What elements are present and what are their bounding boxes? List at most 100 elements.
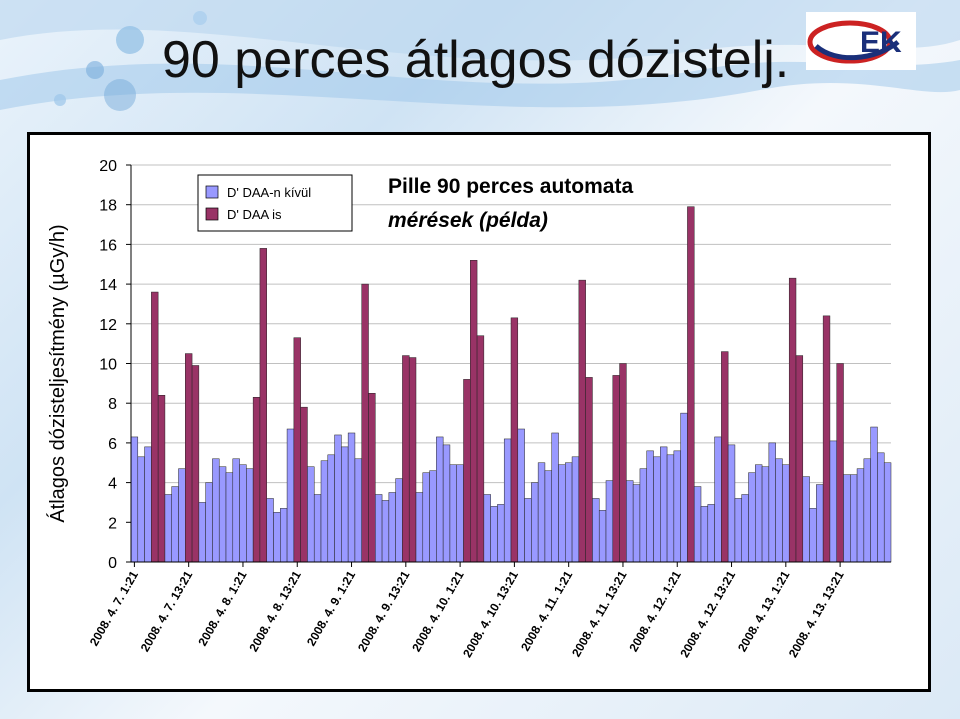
y-tick-label: 8 bbox=[108, 396, 117, 413]
bar-daa-outside bbox=[517, 428, 525, 563]
bar-daa-inside bbox=[252, 397, 261, 563]
bar-daa-outside bbox=[239, 464, 247, 563]
bar-daa-outside bbox=[802, 476, 810, 563]
y-tick-labels: 0 2 4 6 8 10 12 14 16 18 20 bbox=[99, 158, 131, 572]
bar-daa-outside bbox=[483, 494, 491, 563]
bar-daa-outside bbox=[558, 464, 566, 563]
bar-daa-inside bbox=[402, 355, 410, 563]
bar-daa-outside bbox=[212, 458, 220, 563]
bar-daa-inside bbox=[836, 363, 844, 563]
bar-daa-outside bbox=[660, 446, 668, 563]
bar-daa-outside bbox=[768, 442, 776, 563]
bar-daa-outside bbox=[626, 480, 634, 563]
bar-daa-outside bbox=[497, 504, 505, 563]
bar-daa-inside bbox=[510, 317, 519, 563]
bars bbox=[130, 206, 892, 563]
bar-daa-inside bbox=[585, 377, 593, 563]
bar-daa-outside bbox=[856, 468, 865, 563]
y-axis-label: Átlagos dózisteljesítmény (µGy/h) bbox=[46, 224, 69, 522]
bar-daa-outside bbox=[816, 484, 824, 563]
y-tick-label: 2 bbox=[108, 515, 117, 532]
bar-daa-outside bbox=[544, 470, 552, 563]
chart-subtitle: mérések (példa) bbox=[388, 209, 548, 232]
x-tick-label: 2008. 4. 8. 13:21 bbox=[246, 568, 304, 654]
bar-daa-inside bbox=[259, 248, 267, 563]
bar-daa-outside bbox=[537, 462, 546, 563]
bar-daa-outside bbox=[334, 434, 342, 563]
bar-daa-outside bbox=[707, 504, 715, 563]
bar-daa-outside bbox=[422, 472, 430, 563]
y-tick-label: 14 bbox=[99, 277, 117, 294]
x-tick-label: 2008. 4. 13. 13:21 bbox=[786, 568, 847, 660]
logo-text: EK bbox=[860, 26, 902, 59]
x-tick-label: 2008. 4. 7. 13:21 bbox=[138, 568, 196, 654]
bar-daa-outside bbox=[850, 474, 858, 563]
bar-daa-outside bbox=[748, 472, 756, 563]
bar-daa-outside bbox=[266, 498, 274, 563]
bar-daa-outside bbox=[551, 432, 559, 563]
bar-daa-outside bbox=[395, 478, 403, 563]
bar-daa-inside bbox=[822, 315, 831, 563]
x-tick-label: 2008. 4. 12. 13:21 bbox=[677, 568, 738, 660]
x-tick-label: 2008. 4. 10. 13:21 bbox=[460, 568, 521, 660]
bar-daa-inside bbox=[300, 406, 308, 563]
bar-daa-outside bbox=[225, 472, 234, 563]
x-tick-label: 2008. 4. 7. 1:21 bbox=[87, 568, 141, 648]
x-tick-label: 2008. 4. 12. 1:21 bbox=[626, 568, 684, 654]
bar-daa-outside bbox=[178, 468, 186, 563]
bar-daa-outside bbox=[320, 460, 329, 563]
chart-title: Pille 90 perces automata bbox=[388, 175, 633, 198]
bar-daa-outside bbox=[714, 436, 722, 563]
x-tick-label: 2008. 4. 9. 1:21 bbox=[304, 568, 358, 648]
bar-daa-outside bbox=[327, 454, 335, 563]
x-tick-label: 2008. 4. 11. 1:21 bbox=[518, 568, 575, 653]
bar-daa-outside bbox=[741, 494, 749, 563]
bar-daa-outside bbox=[883, 462, 892, 563]
bar-daa-outside bbox=[598, 510, 607, 563]
legend-swatch-outside bbox=[205, 185, 219, 199]
bar-daa-outside bbox=[415, 492, 424, 563]
bar-daa-outside bbox=[673, 450, 681, 563]
bar-daa-outside bbox=[877, 452, 885, 563]
bar-daa-inside bbox=[151, 291, 159, 563]
bar-daa-outside bbox=[198, 502, 206, 563]
bar-daa-outside bbox=[313, 494, 322, 563]
bar-daa-outside bbox=[347, 432, 356, 563]
bar-daa-outside bbox=[246, 468, 254, 563]
slide-title: 90 perces átlagos dózistelj. bbox=[162, 31, 790, 89]
bar-daa-inside bbox=[476, 335, 485, 563]
bar-daa-outside bbox=[436, 436, 444, 563]
y-tick-label: 10 bbox=[99, 357, 117, 374]
bar-daa-outside bbox=[375, 494, 383, 563]
x-tick-label: 2008. 4. 13. 1:21 bbox=[735, 568, 793, 654]
bar-daa-inside bbox=[788, 277, 797, 563]
legend-box bbox=[197, 174, 353, 232]
bar-daa-outside bbox=[700, 506, 709, 563]
bar-daa-outside bbox=[273, 512, 281, 563]
bar-daa-inside bbox=[191, 365, 200, 563]
bar-daa-outside bbox=[870, 426, 878, 563]
bar-daa-outside bbox=[531, 482, 539, 563]
y-tick-label: 4 bbox=[108, 476, 117, 493]
logo-icon: EK bbox=[807, 20, 902, 64]
bar-daa-outside bbox=[653, 456, 661, 563]
bar-daa-inside bbox=[408, 357, 417, 563]
bar-daa-inside bbox=[795, 355, 804, 563]
company-logo: EK bbox=[806, 12, 916, 70]
chart-frame: 0 2 4 6 8 10 12 14 16 18 20 2008. 4. 7. 1:21 2008. … bbox=[27, 132, 931, 692]
bar-daa-inside bbox=[185, 353, 193, 563]
bar-daa-outside bbox=[592, 498, 600, 563]
bar-daa-outside bbox=[565, 462, 573, 563]
bar-daa-outside bbox=[761, 466, 770, 563]
bar-daa-outside bbox=[286, 428, 295, 563]
bar-daa-outside bbox=[171, 486, 179, 563]
bar-daa-outside bbox=[693, 486, 702, 563]
bar-daa-outside bbox=[456, 464, 464, 563]
bar-daa-outside bbox=[571, 456, 580, 563]
background-swirl bbox=[0, 0, 960, 111]
bar-daa-outside bbox=[130, 436, 139, 563]
y-tick-label: 16 bbox=[99, 237, 117, 254]
bar-daa-outside bbox=[341, 446, 349, 563]
